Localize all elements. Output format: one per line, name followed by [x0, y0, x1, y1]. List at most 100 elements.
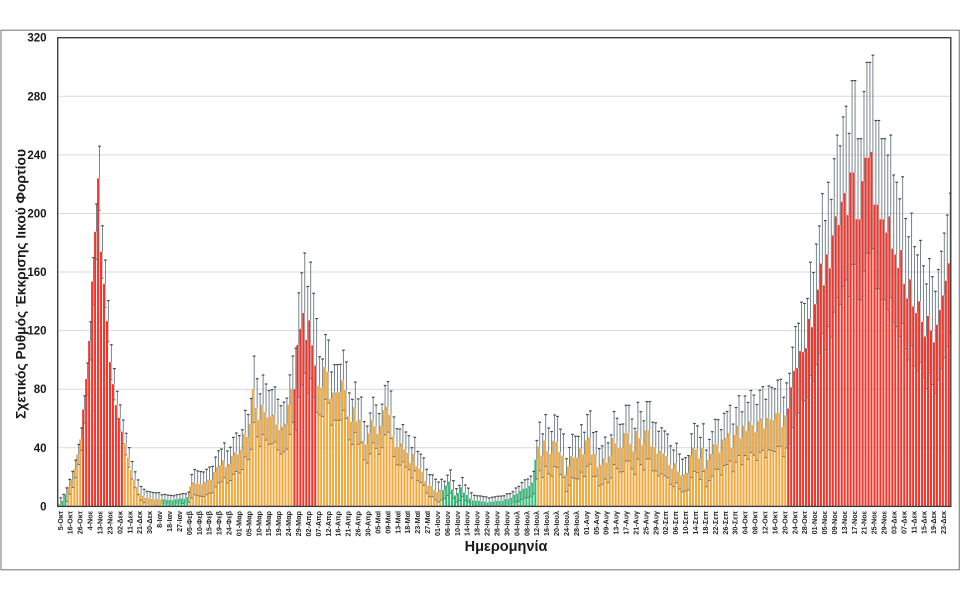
svg-text:26-Σεπ: 26-Σεπ [721, 511, 730, 535]
svg-text:27-Μαϊ: 27-Μαϊ [423, 510, 432, 534]
svg-text:09-Μαϊ: 09-Μαϊ [383, 510, 392, 534]
svg-text:29-Αυγ: 29-Αυγ [651, 511, 660, 535]
svg-text:22-Σεπ: 22-Σεπ [711, 511, 720, 535]
svg-text:07-Δεκ: 07-Δεκ [899, 511, 908, 534]
svg-text:05-Μαρ: 05-Μαρ [244, 510, 253, 536]
svg-text:14-Ιουν: 14-Ιουν [463, 511, 472, 536]
svg-text:320: 320 [27, 33, 46, 45]
svg-text:5-Οκτ: 5-Οκτ [56, 510, 65, 530]
svg-text:12-Ιουλ: 12-Ιουλ [532, 511, 541, 536]
svg-text:8-Ιαν: 8-Ιαν [155, 511, 164, 528]
svg-text:27-Ιαν: 27-Ιαν [175, 511, 184, 532]
svg-text:07-Απρ: 07-Απρ [314, 510, 323, 536]
svg-text:4-Νοε: 4-Νοε [86, 510, 95, 530]
svg-text:16-Απρ: 16-Απρ [334, 510, 343, 536]
svg-text:21-Απρ: 21-Απρ [344, 510, 353, 536]
svg-text:23-Μαϊ: 23-Μαϊ [413, 510, 422, 534]
svg-text:24-Ιουλ: 24-Ιουλ [562, 511, 571, 536]
svg-text:28-Οκτ: 28-Οκτ [800, 510, 809, 534]
svg-text:08-Ιουλ: 08-Ιουλ [522, 511, 531, 536]
svg-text:15-Φεβ: 15-Φεβ [205, 510, 214, 535]
svg-text:30-Δεκ: 30-Δεκ [145, 511, 154, 534]
svg-text:11-Δεκ: 11-Δεκ [125, 511, 134, 534]
svg-text:29-Μαρ: 29-Μαρ [294, 510, 303, 536]
svg-text:13-Αυγ: 13-Αυγ [612, 511, 621, 535]
svg-text:16-Οκτ: 16-Οκτ [66, 510, 75, 534]
svg-text:18-Μαϊ: 18-Μαϊ [403, 510, 412, 534]
svg-text:26-Ιουν: 26-Ιουν [493, 511, 502, 536]
svg-text:24-Μαρ: 24-Μαρ [284, 510, 293, 536]
svg-text:13-Μαϊ: 13-Μαϊ [393, 510, 402, 534]
svg-text:200: 200 [27, 209, 46, 221]
svg-text:21-Νοε: 21-Νοε [860, 510, 869, 534]
svg-text:Σχετικός Ρυθμός Έκκρισης Ιικού: Σχετικός Ρυθμός Έκκρισης Ιικού Φορτίου [14, 149, 29, 419]
svg-text:21-Αυγ: 21-Αυγ [631, 511, 640, 535]
svg-text:02-Απρ: 02-Απρ [304, 510, 313, 536]
svg-text:24-Φεβ: 24-Φεβ [225, 510, 234, 535]
svg-text:22-Ιουν: 22-Ιουν [483, 511, 492, 536]
svg-text:19-Δεκ: 19-Δεκ [929, 511, 938, 534]
svg-text:80: 80 [34, 384, 47, 396]
svg-text:04-Ιουλ: 04-Ιουλ [512, 511, 521, 536]
svg-text:120: 120 [27, 326, 46, 338]
svg-text:13-Νοε: 13-Νοε [840, 510, 849, 534]
svg-text:02-Σεπ: 02-Σεπ [661, 511, 670, 535]
svg-text:05-Νοε: 05-Νοε [820, 510, 829, 534]
svg-text:01-Αυγ: 01-Αυγ [582, 511, 591, 535]
svg-text:09-Αυγ: 09-Αυγ [602, 511, 611, 535]
svg-text:15-Δεκ: 15-Δεκ [919, 511, 928, 534]
svg-text:30-Ιουν: 30-Ιουν [502, 511, 511, 536]
svg-text:10-Σεπ: 10-Σεπ [681, 511, 690, 535]
svg-text:17-Αυγ: 17-Αυγ [622, 511, 631, 535]
svg-text:04-Οκτ: 04-Οκτ [741, 510, 750, 534]
svg-text:08-Οκτ: 08-Οκτ [751, 510, 760, 534]
svg-text:05-Μαϊ: 05-Μαϊ [373, 510, 382, 534]
svg-text:24-Οκτ: 24-Οκτ [790, 510, 799, 534]
svg-text:25-Αυγ: 25-Αυγ [641, 511, 650, 535]
svg-text:30-Σεπ: 30-Σεπ [731, 511, 740, 535]
svg-text:Ημερομηνία: Ημερομηνία [465, 539, 548, 555]
svg-text:12-Οκτ: 12-Οκτ [760, 510, 769, 534]
svg-text:06-Σεπ: 06-Σεπ [671, 511, 680, 535]
svg-text:23-Δεκ: 23-Δεκ [939, 511, 948, 534]
svg-text:26-Απρ: 26-Απρ [354, 510, 363, 536]
svg-text:05-Φεβ: 05-Φεβ [185, 510, 194, 535]
svg-text:21-Δεκ: 21-Δεκ [135, 511, 144, 534]
svg-text:12-Απρ: 12-Απρ [324, 510, 333, 536]
svg-text:02-Δεκ: 02-Δεκ [115, 511, 124, 534]
svg-text:03-Δεκ: 03-Δεκ [890, 511, 899, 534]
svg-text:01-Μαρ: 01-Μαρ [234, 510, 243, 536]
svg-text:18-Ιουν: 18-Ιουν [473, 511, 482, 536]
svg-text:10-Ιουν: 10-Ιουν [453, 511, 462, 536]
svg-text:10-Μαρ: 10-Μαρ [254, 510, 263, 536]
svg-text:01-Ιουν: 01-Ιουν [433, 511, 442, 536]
svg-text:13-Νοε: 13-Νοε [96, 510, 105, 534]
svg-text:15-Μαρ: 15-Μαρ [264, 510, 273, 536]
svg-text:23-Νοε: 23-Νοε [105, 510, 114, 534]
svg-text:10-Φεβ: 10-Φεβ [195, 510, 204, 535]
svg-text:160: 160 [27, 267, 46, 279]
svg-text:26-Οκτ: 26-Οκτ [76, 510, 85, 534]
svg-text:0: 0 [40, 501, 46, 513]
svg-text:06-Ιουν: 06-Ιουν [443, 511, 452, 536]
svg-text:19-Μαρ: 19-Μαρ [274, 510, 283, 536]
svg-text:16-Ιουλ: 16-Ιουλ [542, 511, 551, 536]
svg-text:01-Νοε: 01-Νοε [810, 510, 819, 534]
svg-text:25-Νοε: 25-Νοε [870, 510, 879, 534]
svg-text:30-Απρ: 30-Απρ [363, 510, 372, 536]
svg-text:18-Ιαν: 18-Ιαν [165, 511, 174, 532]
svg-text:19-Φεβ: 19-Φεβ [215, 510, 224, 535]
svg-text:16-Οκτ: 16-Οκτ [770, 510, 779, 534]
svg-text:05-Αυγ: 05-Αυγ [592, 511, 601, 535]
svg-text:20-Οκτ: 20-Οκτ [780, 510, 789, 534]
svg-text:28-Ιουλ: 28-Ιουλ [572, 511, 581, 536]
svg-text:29-Νοε: 29-Νοε [880, 510, 889, 534]
svg-text:14-Σεπ: 14-Σεπ [691, 511, 700, 535]
svg-text:20-Ιουλ: 20-Ιουλ [552, 511, 561, 536]
svg-text:40: 40 [34, 443, 47, 455]
svg-text:240: 240 [27, 150, 46, 162]
svg-text:280: 280 [27, 91, 46, 103]
svg-text:11-Δεκ: 11-Δεκ [909, 511, 918, 534]
svg-text:18-Σεπ: 18-Σεπ [701, 511, 710, 535]
svg-text:09-Νοε: 09-Νοε [830, 510, 839, 534]
